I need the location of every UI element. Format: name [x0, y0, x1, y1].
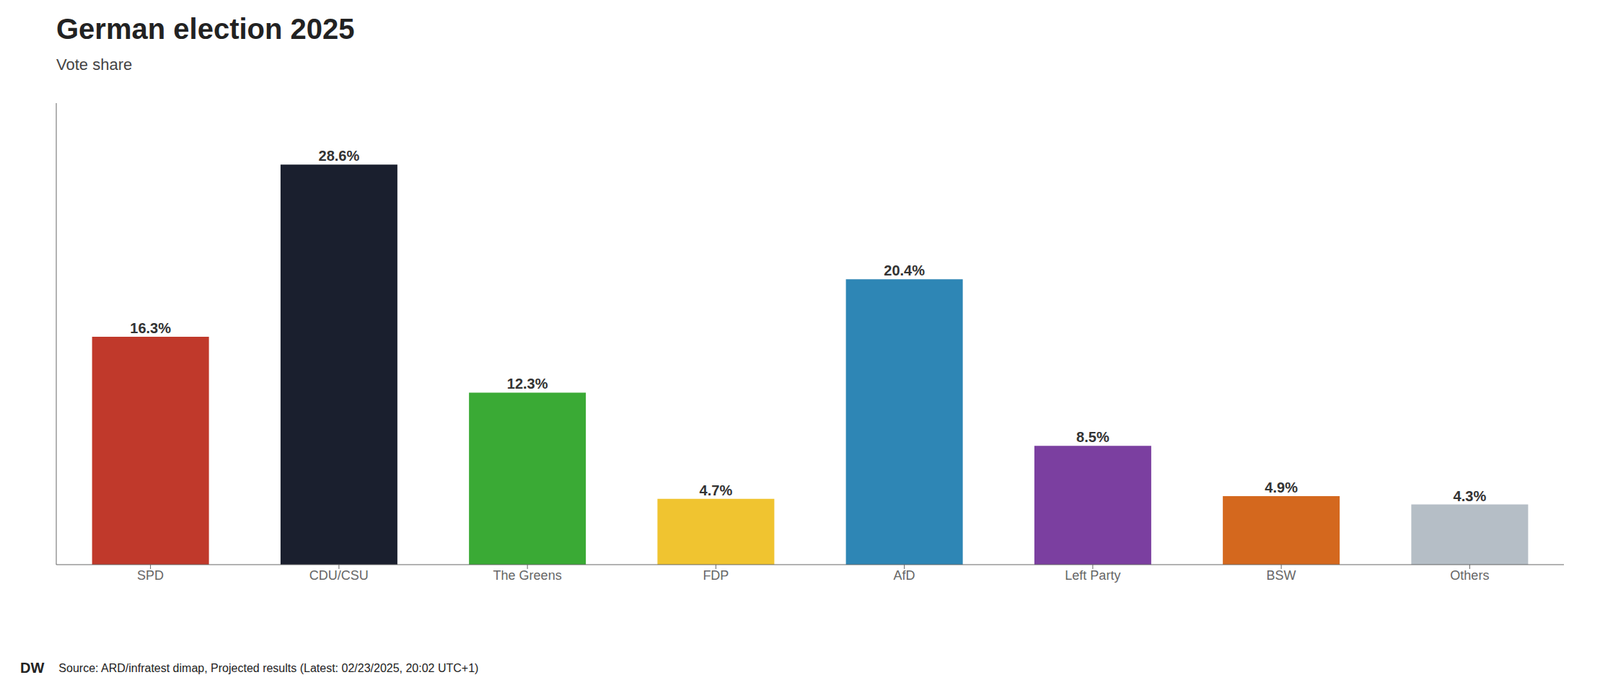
- svg-text:FDP: FDP: [702, 568, 729, 583]
- svg-text:CDU/CSU: CDU/CSU: [309, 568, 369, 583]
- html-text:Source: ARD/infratest dimap, P: Source: ARD/infratest dimap, Projected r…: [58, 661, 479, 675]
- svg-text:4.3%: 4.3%: [1453, 488, 1487, 505]
- svg-text:SPD: SPD: [137, 568, 164, 583]
- svg-text:Others: Others: [1449, 568, 1489, 583]
- svg-text:BSW: BSW: [1266, 568, 1297, 583]
- svg-text:8.5%: 8.5%: [1076, 429, 1110, 446]
- svg-text:12.3%: 12.3%: [507, 375, 549, 392]
- svg-text:16.3%: 16.3%: [129, 320, 171, 337]
- svg-text:20.4%: 20.4%: [883, 262, 925, 279]
- svg-text:Left Party: Left Party: [1064, 568, 1121, 583]
- html-text:Vote share: Vote share: [56, 55, 133, 74]
- svg-text:28.6%: 28.6%: [318, 147, 360, 164]
- svg-text:The Greens: The Greens: [493, 568, 562, 583]
- svg-text:4.9%: 4.9%: [1264, 479, 1298, 496]
- html-text:DW: DW: [20, 660, 45, 676]
- html-text:German election 2025: German election 2025: [56, 12, 355, 45]
- svg-text:AfD: AfD: [893, 568, 916, 583]
- svg-text:4.7%: 4.7%: [699, 482, 733, 499]
